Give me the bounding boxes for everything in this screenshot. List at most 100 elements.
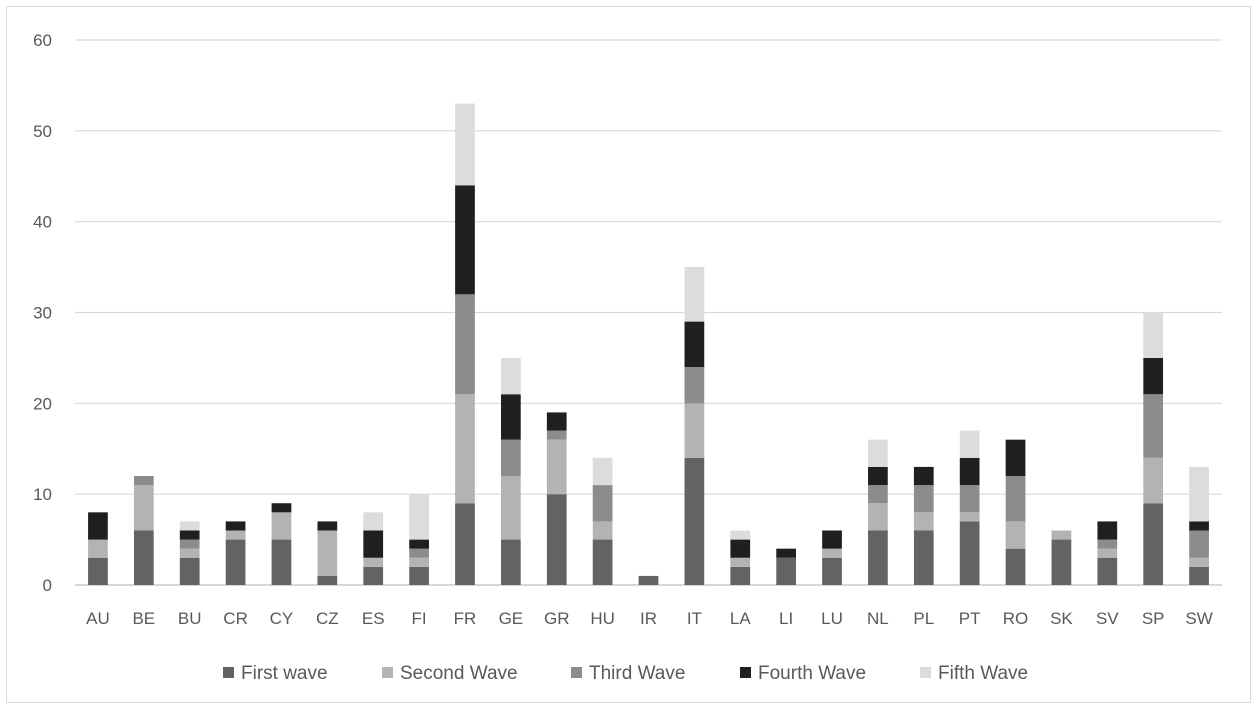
bar-segment: [592, 457, 613, 486]
bar-segment: [1097, 548, 1118, 558]
bar-segment: [684, 321, 705, 367]
bar-segment: [1189, 521, 1209, 531]
bar-segment: [868, 530, 888, 585]
bar-segment: [684, 267, 705, 322]
bar-segment: [1097, 521, 1118, 540]
bar-segment: [868, 466, 888, 486]
legend: First wave Second Wave Third Wave Fourth Wa…: [223, 663, 1028, 684]
bar-segment: [1005, 548, 1026, 585]
bar-segment: [271, 503, 292, 513]
bar-segment: [409, 539, 429, 549]
bar-segment: [1189, 530, 1209, 558]
legend-label: Third Wave: [589, 663, 685, 684]
x-tick-label: IT: [687, 609, 702, 628]
bar-segment: [500, 394, 521, 440]
bar-segment: [868, 439, 888, 467]
x-tick-label: RO: [1003, 609, 1029, 628]
x-tick-label: SV: [1096, 609, 1119, 628]
bar-segment: [179, 530, 200, 540]
bar-segment: [776, 557, 797, 585]
y-tick-label: 20: [33, 394, 52, 413]
bar-segment: [684, 457, 705, 585]
y-tick-label: 50: [33, 122, 52, 141]
bar-segment: [225, 539, 246, 585]
bar-segment: [546, 430, 567, 440]
bar-segment: [271, 512, 292, 540]
bar-segment: [1097, 557, 1118, 585]
x-tick-label: LA: [730, 609, 751, 628]
bar-segment: [1097, 539, 1118, 549]
bar-segment: [592, 485, 613, 522]
bar-segment: [133, 476, 154, 486]
bar-segment: [133, 530, 154, 585]
bar-segment: [822, 530, 842, 549]
x-tick-label: CY: [270, 609, 294, 628]
legend-swatch: [740, 667, 751, 678]
bar-segment: [730, 557, 751, 567]
bar-segment: [730, 530, 751, 540]
bar-segment: [317, 521, 338, 531]
x-tick-label: BE: [132, 609, 155, 628]
bar-segment: [684, 403, 705, 458]
x-tick-label: FI: [412, 609, 427, 628]
y-axis-tick-labels: 0 10 20 30 40 50 60: [33, 31, 52, 595]
bar-segment: [1005, 476, 1026, 522]
bar-segment: [546, 494, 567, 585]
x-tick-label: BU: [178, 609, 202, 628]
legend-label: Second Wave: [400, 663, 518, 684]
bar-segment: [500, 357, 521, 395]
bar-segment: [409, 566, 429, 585]
bar-segment: [500, 439, 521, 476]
bar-segment: [225, 521, 246, 531]
bar-segment: [868, 503, 888, 531]
bar-segment: [730, 566, 751, 585]
bar-segment: [88, 539, 108, 558]
legend-swatch: [223, 667, 234, 678]
x-tick-label: PL: [913, 609, 934, 628]
bar-segment: [684, 367, 705, 404]
bar-segment: [638, 575, 659, 585]
bar-segment: [409, 494, 429, 540]
legend-label: Fifth Wave: [938, 663, 1028, 684]
bar-segment: [913, 512, 934, 531]
bar-segment: [500, 476, 521, 540]
bar-segment: [776, 548, 797, 558]
x-tick-label: AU: [86, 609, 110, 628]
bar-segment: [88, 512, 108, 540]
bar-segment: [455, 103, 475, 186]
bar-segment: [455, 394, 475, 504]
bar-segment: [1189, 566, 1209, 585]
bar-segment: [592, 521, 613, 540]
bar-segment: [271, 539, 292, 585]
x-tick-label: GR: [544, 609, 570, 628]
bar-segment: [133, 485, 154, 531]
bar-segment: [179, 521, 200, 531]
bar-segment: [363, 566, 384, 585]
x-tick-label: PT: [959, 609, 981, 628]
bar-segment: [1143, 394, 1164, 458]
bar-segment: [1143, 503, 1164, 585]
y-tick-label: 0: [43, 576, 52, 595]
bar-segment: [913, 485, 934, 513]
x-tick-label: SP: [1142, 609, 1165, 628]
chart-frame: [6, 6, 1251, 703]
bar-segment: [959, 521, 980, 585]
bar-segment: [363, 557, 384, 567]
x-axis-tick-labels: AU BE BU CR CY CZ ES FI FR GE GR HU IR IT LA LI LU NL PL PT…: [86, 609, 1213, 628]
x-tick-label: CZ: [316, 609, 339, 628]
bar-segment: [179, 548, 200, 558]
y-tick-label: 30: [33, 304, 52, 323]
bar-segment: [1143, 312, 1164, 358]
legend-label: Fourth Wave: [758, 663, 866, 684]
legend-swatch: [571, 667, 582, 678]
bar-segment: [409, 548, 429, 558]
gridlines: [75, 39, 1222, 586]
bar-segment: [730, 539, 751, 558]
bar-segment: [592, 539, 613, 585]
x-tick-label: SW: [1185, 609, 1212, 628]
bar-segment: [317, 530, 338, 576]
y-tick-label: 60: [33, 31, 52, 50]
bar-segment: [1005, 439, 1026, 476]
legend-swatch: [920, 667, 931, 678]
